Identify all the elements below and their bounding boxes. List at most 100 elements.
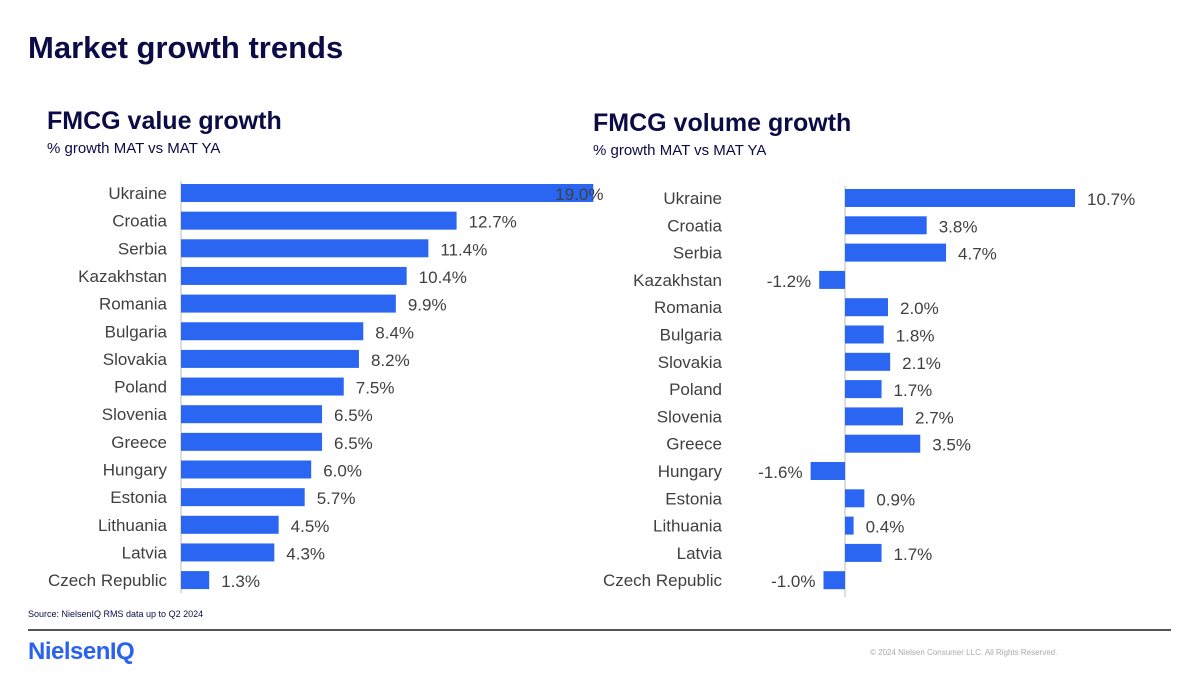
data-label: 12.7% <box>469 213 517 232</box>
volume-chart-title: FMCG volume growth <box>593 109 852 137</box>
bar <box>845 380 882 399</box>
category-label: Ukraine <box>663 189 722 208</box>
bar <box>819 270 845 289</box>
data-label: 1.8% <box>896 327 935 346</box>
data-label: 7.5% <box>356 379 395 398</box>
bar <box>181 405 323 424</box>
bar <box>845 298 888 317</box>
category-label: Lithuania <box>98 516 168 535</box>
data-label: 6.0% <box>323 462 362 481</box>
category-label: Poland <box>669 380 722 399</box>
data-label: 10.7% <box>1087 190 1135 209</box>
bar <box>181 432 323 451</box>
category-label: Latvia <box>122 543 168 562</box>
data-label: 2.0% <box>900 299 939 318</box>
value-chart-title: FMCG value growth <box>47 107 282 135</box>
category-label: Ukraine <box>108 184 167 203</box>
bar <box>845 352 891 371</box>
bar <box>845 543 882 562</box>
data-label: 5.7% <box>317 489 356 508</box>
category-label: Latvia <box>677 544 723 563</box>
category-label: Lithuania <box>653 517 723 536</box>
category-label: Czech Republic <box>603 571 723 590</box>
data-label: 0.4% <box>866 518 905 537</box>
category-label: Czech Republic <box>48 571 168 590</box>
category-label: Estonia <box>665 489 722 508</box>
category-label: Serbia <box>673 244 723 263</box>
bar <box>181 460 312 479</box>
page-title: Market growth trends <box>28 30 344 65</box>
source-note: Source: NielsenIQ RMS data up to Q2 2024 <box>28 609 204 619</box>
footer-divider <box>28 629 1171 631</box>
bar <box>181 377 344 396</box>
data-label: 10.4% <box>419 268 467 287</box>
bar <box>181 184 594 202</box>
volume-chart-subtitle: % growth MAT vs MAT YA <box>593 142 767 159</box>
category-label: Bulgaria <box>105 322 168 341</box>
bar <box>845 489 865 508</box>
bar <box>810 462 845 480</box>
bar <box>845 407 904 426</box>
bar <box>181 266 407 285</box>
category-label: Slovakia <box>103 350 168 369</box>
bar <box>181 571 210 590</box>
data-label: 6.5% <box>334 434 373 453</box>
category-label: Hungary <box>103 461 168 480</box>
category-label: Kazakhstan <box>633 271 722 290</box>
bar <box>181 211 457 230</box>
category-label: Croatia <box>112 212 167 231</box>
bar <box>181 488 305 507</box>
category-label: Slovakia <box>658 353 723 372</box>
category-label: Romania <box>654 298 723 317</box>
bar <box>823 571 845 590</box>
data-label: -1.0% <box>771 572 815 591</box>
data-label: 1.7% <box>894 381 933 400</box>
data-label: 4.7% <box>958 245 997 264</box>
bar <box>845 325 884 344</box>
bar <box>181 349 359 368</box>
category-label: Greece <box>111 433 167 452</box>
data-label: 1.3% <box>221 572 260 591</box>
bar <box>845 189 1076 207</box>
data-label: 4.3% <box>286 544 325 563</box>
category-label: Croatia <box>667 216 722 235</box>
category-label: Greece <box>666 435 722 454</box>
category-label: Poland <box>114 378 167 397</box>
data-label: 8.2% <box>371 351 410 370</box>
category-label: Kazakhstan <box>78 267 167 286</box>
category-label: Slovenia <box>102 405 168 424</box>
data-label: 2.1% <box>902 354 941 373</box>
data-label: -1.6% <box>758 463 802 482</box>
category-label: Slovenia <box>657 407 723 426</box>
nielseniq-logo: NielsenIQ <box>28 638 135 665</box>
bar <box>845 516 854 535</box>
data-label: 19.0% <box>555 185 603 204</box>
category-label: Bulgaria <box>660 326 723 345</box>
bar <box>845 434 921 453</box>
data-label: 6.5% <box>334 406 373 425</box>
data-label: 3.5% <box>932 436 971 455</box>
copyright: © 2024 Nielsen Consumer LLC. All Rights … <box>870 648 1058 657</box>
data-label: 0.9% <box>876 490 915 509</box>
category-label: Estonia <box>110 488 167 507</box>
bar <box>181 543 275 562</box>
bar <box>181 294 396 313</box>
bar <box>181 322 364 341</box>
bar <box>845 216 927 235</box>
bar <box>845 243 947 262</box>
value-chart-subtitle: % growth MAT vs MAT YA <box>47 140 221 157</box>
bar <box>181 515 279 534</box>
data-label: -1.2% <box>767 272 811 291</box>
category-label: Hungary <box>658 462 723 481</box>
category-label: Serbia <box>118 239 168 258</box>
data-label: 4.5% <box>291 517 330 536</box>
bar <box>181 239 429 258</box>
data-label: 2.7% <box>915 408 954 427</box>
data-label: 3.8% <box>939 217 978 236</box>
category-label: Romania <box>99 295 168 314</box>
data-label: 11.4% <box>440 240 487 259</box>
data-label: 1.7% <box>894 545 933 564</box>
data-label: 8.4% <box>375 323 414 342</box>
data-label: 9.9% <box>408 296 447 315</box>
